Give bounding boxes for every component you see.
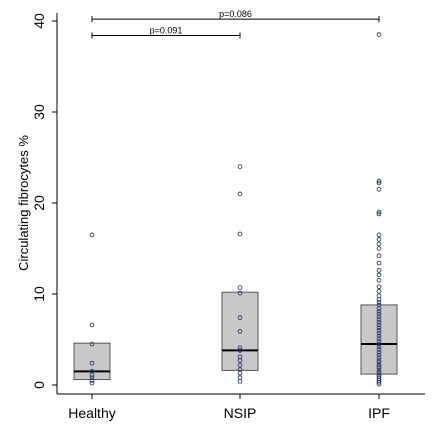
data-point <box>376 246 382 251</box>
data-point <box>376 267 382 273</box>
data-point <box>376 370 382 376</box>
data-point <box>237 375 243 381</box>
box-ipf <box>360 304 398 375</box>
data-point <box>376 355 382 361</box>
data-point <box>376 336 382 341</box>
data-point <box>376 311 382 317</box>
data-point <box>89 378 95 383</box>
data-point <box>89 360 95 366</box>
p-value-label: p=0.086 <box>219 9 252 19</box>
data-point <box>89 341 95 347</box>
x-tick-label-ipf: IPF <box>368 405 390 421</box>
data-point <box>237 191 243 197</box>
data-point <box>376 341 382 347</box>
data-point <box>376 317 382 322</box>
data-point <box>376 187 382 192</box>
data-point <box>376 302 382 308</box>
data-point <box>376 349 382 355</box>
data-point <box>237 285 243 290</box>
y-axis-label: Circulating fibrocytes % <box>16 135 31 271</box>
data-point <box>376 241 382 247</box>
data-point <box>89 375 95 381</box>
y-tick-label: 10 <box>31 286 47 302</box>
data-point <box>376 319 382 325</box>
data-point <box>237 290 243 296</box>
data-point <box>237 164 243 169</box>
data-point <box>376 299 382 305</box>
data-point <box>89 232 95 238</box>
data-point <box>376 358 382 363</box>
data-point <box>237 367 243 372</box>
data-point <box>376 322 382 328</box>
data-point <box>237 348 243 353</box>
y-tick-label: 0 <box>31 381 47 389</box>
data-point <box>376 364 382 370</box>
data-point <box>376 284 382 290</box>
data-point <box>376 253 382 259</box>
data-point <box>376 352 382 358</box>
data-point <box>376 338 382 344</box>
data-point <box>237 315 243 321</box>
data-point <box>376 359 382 365</box>
data-point <box>376 237 382 242</box>
data-point <box>376 344 382 350</box>
data-point <box>376 293 382 299</box>
data-point <box>237 345 243 351</box>
data-point <box>89 322 95 328</box>
data-point <box>376 288 382 294</box>
data-point <box>376 232 382 238</box>
x-tick-label-nsip: NSIP <box>224 405 257 421</box>
x-tick-label-healthy: Healthy <box>68 405 115 421</box>
data-point <box>376 325 382 331</box>
data-point <box>89 380 95 386</box>
p-value-label: p=0.091 <box>150 26 183 36</box>
data-point <box>376 260 382 266</box>
data-point <box>237 354 243 360</box>
x-ticks: Healthy NSIP IPF <box>68 394 390 421</box>
data-points <box>89 32 382 387</box>
data-point <box>376 209 382 215</box>
y-ticks: 0 10 20 30 40 <box>31 13 57 389</box>
data-point <box>376 180 382 186</box>
data-point <box>376 333 382 339</box>
data-point <box>376 362 382 368</box>
y-tick-label: 30 <box>31 104 47 120</box>
data-point <box>237 328 243 334</box>
boxes <box>73 291 398 381</box>
data-point <box>376 278 382 283</box>
data-point <box>376 211 382 217</box>
data-point <box>237 362 243 368</box>
data-point <box>376 178 382 184</box>
significance-brackets: p=0.086 p=0.091 <box>91 9 380 39</box>
data-point <box>376 308 382 314</box>
data-point <box>237 231 243 237</box>
box-nsip <box>221 291 259 371</box>
data-point <box>376 314 382 320</box>
data-point <box>89 369 95 374</box>
y-tick-label: 40 <box>31 13 47 29</box>
data-point <box>376 330 382 336</box>
data-point <box>376 32 382 37</box>
y-tick-label: 20 <box>31 195 47 211</box>
data-point <box>376 347 382 352</box>
data-point <box>376 272 382 278</box>
data-point <box>376 328 382 333</box>
data-point <box>376 369 382 374</box>
